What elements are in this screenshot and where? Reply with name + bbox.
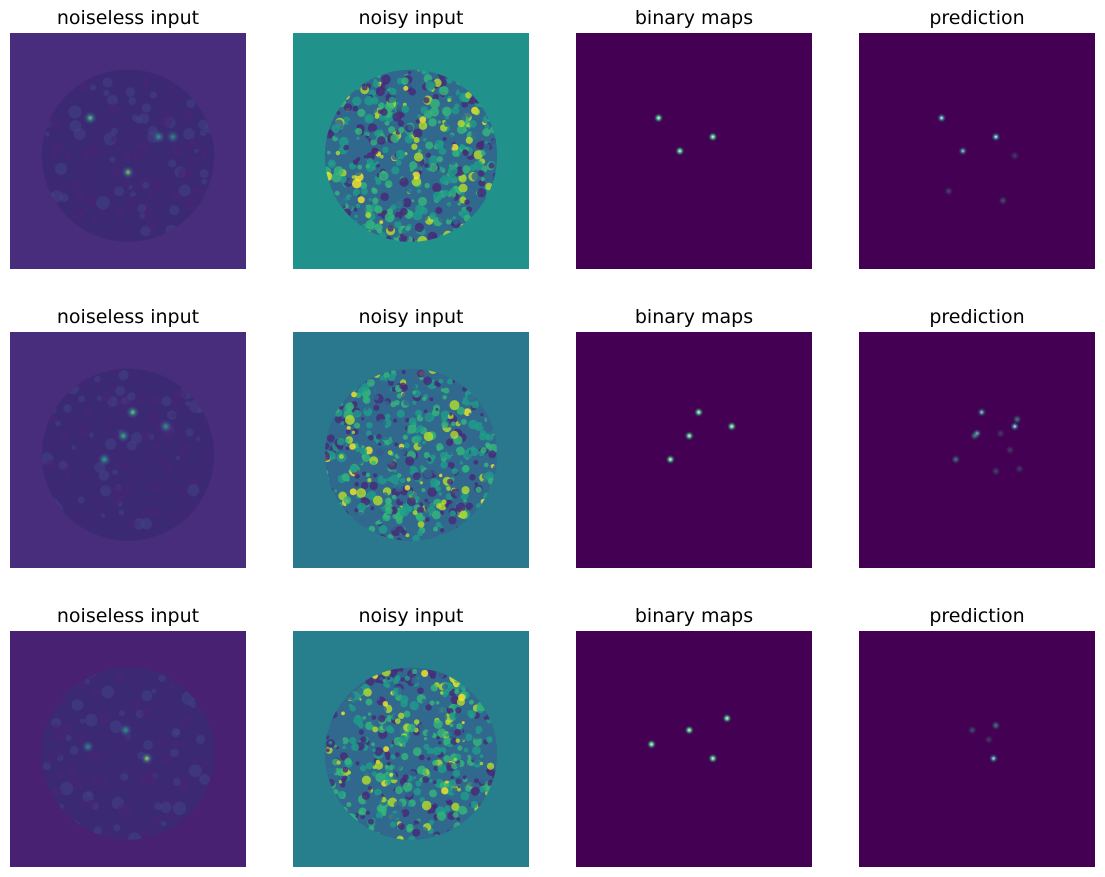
bright-spot xyxy=(997,195,1008,206)
binary-image xyxy=(576,33,812,269)
binary-image xyxy=(576,631,812,867)
panel-title: noiseless input xyxy=(56,306,200,328)
noiseless-image xyxy=(10,332,246,568)
bright-spot xyxy=(684,430,695,441)
bright-spot xyxy=(121,165,135,180)
bright-spot xyxy=(684,725,695,736)
bright-spot xyxy=(693,407,704,418)
bright-spot xyxy=(1012,414,1023,425)
bright-spot xyxy=(990,466,1001,477)
prediction-image xyxy=(859,332,1095,568)
bright-spot xyxy=(151,129,166,144)
bright-spot xyxy=(1009,150,1020,161)
bright-spot xyxy=(707,753,718,764)
bright-spot xyxy=(990,131,1001,142)
bright-spot xyxy=(726,421,737,432)
bright-spot xyxy=(707,131,718,142)
bright-spot xyxy=(995,428,1006,439)
bright-spot xyxy=(936,112,947,123)
panel-title: noiseless input xyxy=(56,7,200,29)
panel-title: binary maps xyxy=(634,605,754,627)
panel-title: noisy input xyxy=(358,7,464,29)
noisy-image xyxy=(293,33,529,269)
bright-spot xyxy=(950,454,961,465)
bright-spot xyxy=(967,725,978,736)
noiseless-image xyxy=(10,631,246,867)
bright-spot xyxy=(969,430,980,441)
bright-spot xyxy=(116,428,131,443)
bright-spot xyxy=(83,110,98,125)
bright-spot xyxy=(165,129,180,144)
noisy-image xyxy=(293,631,529,867)
bright-spot xyxy=(983,734,994,745)
bright-spot xyxy=(139,751,154,766)
bright-spot xyxy=(957,146,968,156)
bright-spot xyxy=(653,112,664,123)
bright-spot xyxy=(988,753,999,764)
binary-image xyxy=(576,332,812,568)
bright-spot xyxy=(80,739,95,754)
prediction-image xyxy=(859,631,1095,867)
bright-spot xyxy=(1014,463,1025,474)
panel-title: binary maps xyxy=(634,306,754,328)
panel-title: noisy input xyxy=(358,306,464,328)
noiseless-image xyxy=(10,33,246,269)
panel-title: binary maps xyxy=(634,7,754,29)
panel-title: prediction xyxy=(929,605,1025,627)
prediction-image xyxy=(859,33,1095,269)
bright-spot xyxy=(665,454,676,465)
bright-spot xyxy=(1005,445,1016,455)
panel-title: prediction xyxy=(929,306,1025,328)
bright-spot xyxy=(722,713,733,724)
bright-spot xyxy=(118,723,133,738)
bright-spot xyxy=(97,452,112,467)
panel-title: noiseless input xyxy=(56,605,200,627)
noisy-image xyxy=(293,332,529,568)
bright-spot xyxy=(646,739,657,750)
panel-title: noisy input xyxy=(358,605,464,627)
bright-spot xyxy=(158,419,173,434)
bright-spot xyxy=(976,407,987,418)
panel-title: prediction xyxy=(929,7,1025,29)
bright-spot xyxy=(990,720,1001,731)
bright-spot xyxy=(125,405,140,420)
bright-spot xyxy=(943,186,954,197)
bright-spot xyxy=(674,146,685,156)
